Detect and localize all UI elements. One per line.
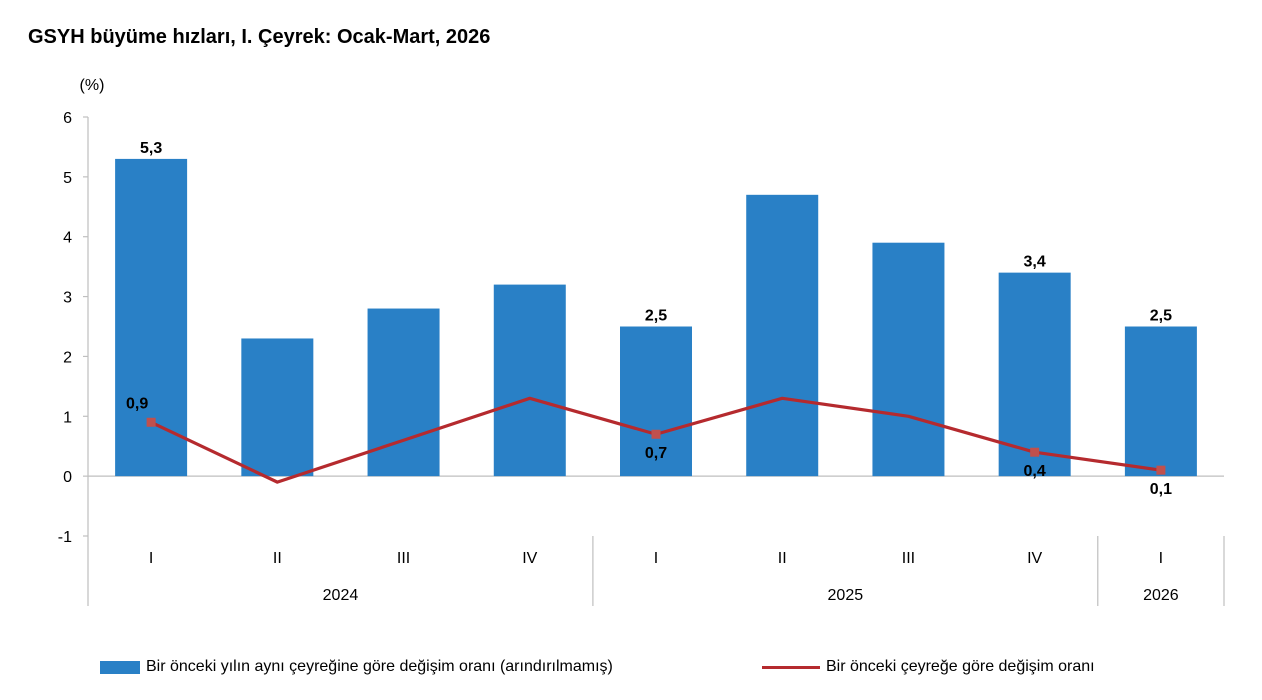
x-group-label: 2025 bbox=[828, 587, 864, 604]
x-tick-label: I bbox=[1159, 550, 1163, 567]
bar bbox=[1124, 326, 1197, 477]
bar bbox=[241, 338, 314, 477]
x-tick-label: III bbox=[902, 550, 915, 567]
x-tick-label: IV bbox=[522, 550, 537, 567]
y-tick-label: 0 bbox=[63, 469, 72, 486]
y-axis-label: (%) bbox=[80, 77, 105, 94]
legend-swatch-line bbox=[762, 665, 820, 669]
line-point-marker bbox=[1156, 465, 1166, 475]
legend-label-line: Bir önceki çeyreğe göre değişim oranı bbox=[826, 658, 1095, 675]
legend-item-bar: Bir önceki yılın aynı çeyreğine göre değ… bbox=[100, 658, 613, 676]
bar bbox=[115, 158, 188, 477]
y-tick-label: 4 bbox=[63, 230, 72, 247]
x-tick-label: II bbox=[778, 550, 787, 567]
y-tick-label: -1 bbox=[58, 529, 72, 546]
line-data-label: 0,1 bbox=[1150, 481, 1172, 498]
x-tick-label: I bbox=[149, 550, 153, 567]
bar-data-label: 5,3 bbox=[140, 140, 162, 157]
bar bbox=[872, 242, 945, 477]
x-group-label: 2026 bbox=[1143, 587, 1179, 604]
legend-swatch-bar bbox=[100, 660, 140, 674]
y-tick-label: 6 bbox=[63, 110, 72, 127]
bar bbox=[746, 194, 819, 477]
bar-data-label: 2,5 bbox=[1150, 308, 1172, 325]
x-tick-label: II bbox=[273, 550, 282, 567]
bar bbox=[998, 272, 1071, 477]
y-tick-label: 3 bbox=[63, 290, 72, 307]
x-tick-label: III bbox=[397, 550, 410, 567]
x-tick-label: IV bbox=[1027, 550, 1042, 567]
bar-series bbox=[115, 158, 1197, 477]
data-labels: 5,3 2,5 3,4 2,5 0,9 0,7 0,4 0,1 bbox=[126, 140, 1172, 498]
bar bbox=[367, 308, 440, 477]
legend-item-line: Bir önceki çeyreğe göre değişim oranı bbox=[762, 658, 1095, 676]
line-data-label: 0,7 bbox=[645, 445, 667, 462]
bar-data-label: 3,4 bbox=[1024, 254, 1046, 271]
line-series bbox=[146, 396, 1166, 484]
x-tick-label: I bbox=[654, 550, 658, 567]
y-axis: -1 0 1 2 3 4 5 6 bbox=[58, 110, 89, 606]
x-group-label: 2024 bbox=[323, 587, 359, 604]
legend: Bir önceki yılın aynı çeyreğine göre değ… bbox=[0, 658, 1262, 688]
bar bbox=[493, 284, 566, 477]
chart-title: GSYH büyüme hızları, I. Çeyrek: Ocak-Mar… bbox=[28, 26, 491, 48]
line-point-marker bbox=[146, 417, 156, 427]
bar-data-label: 2,5 bbox=[645, 308, 667, 325]
y-tick-label: 5 bbox=[63, 170, 72, 187]
y-tick-label: 2 bbox=[63, 349, 72, 366]
line-point-marker bbox=[651, 429, 661, 439]
bar bbox=[620, 326, 692, 477]
legend-label-bar: Bir önceki yılın aynı çeyreğine göre değ… bbox=[146, 658, 613, 675]
line-data-label: 0,9 bbox=[126, 395, 148, 412]
y-tick-label: 1 bbox=[63, 409, 72, 426]
line-point-marker bbox=[1030, 447, 1040, 457]
line-data-label: 0,4 bbox=[1024, 463, 1046, 480]
